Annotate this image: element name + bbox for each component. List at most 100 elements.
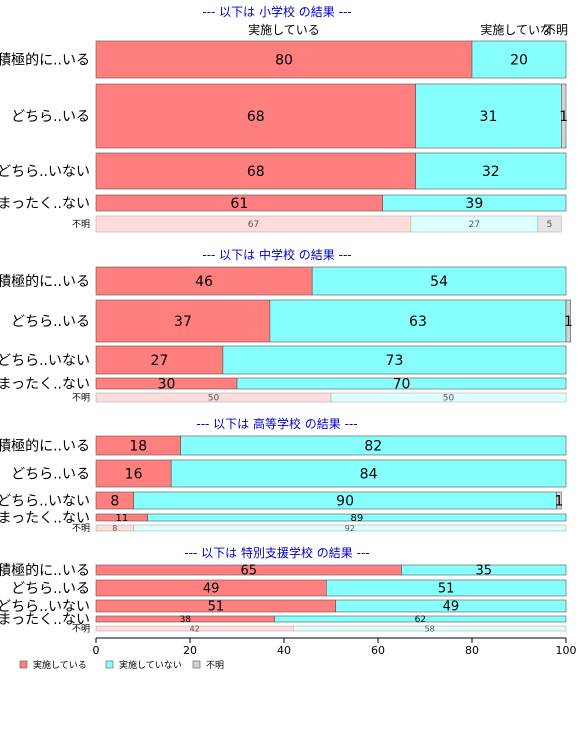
row-label: 積極的に..いる: [0, 439, 90, 455]
legend-swatch: [192, 660, 201, 669]
x-axis-tick-label: 60: [371, 644, 385, 657]
row-label: 不明: [72, 393, 90, 404]
bar-value-label: 5: [547, 220, 553, 230]
row-label: まったく..ない: [0, 377, 90, 393]
x-axis-tick-label: 20: [183, 644, 197, 657]
bar-value-label: 32: [482, 164, 500, 180]
column-header: 実施していな..: [480, 22, 559, 37]
bar-segment: [471, 40, 567, 79]
bar-segment: [560, 83, 567, 149]
bar-segment: [269, 299, 567, 343]
bar-value-label: 82: [364, 439, 382, 455]
bar-segment: [330, 392, 567, 403]
bar-segment: [415, 83, 562, 149]
bar-value-label: 30: [158, 377, 176, 393]
bar-value-label: 11: [115, 513, 128, 524]
bar-segment: [95, 299, 271, 343]
bar-value-label: 39: [465, 196, 483, 212]
bar-value-label: 8: [110, 494, 119, 510]
bar-value-label: 42: [190, 624, 200, 633]
bar-value-label: 58: [425, 624, 435, 633]
panel-title: --- 以下は 小学校 の結果 ---: [202, 4, 351, 19]
legend-label: 実施している: [33, 659, 87, 671]
bar-value-label: 50: [443, 394, 455, 404]
bar-segment: [180, 435, 567, 456]
bar-segment: [382, 194, 567, 212]
bar-value-label: 51: [438, 582, 455, 597]
bar-segment: [95, 266, 313, 296]
bar-segment: [170, 459, 567, 488]
bar-value-label: 62: [415, 615, 426, 625]
bar-segment: [274, 615, 567, 623]
bar-segment: [556, 491, 562, 510]
bar-segment: [335, 599, 567, 613]
bar-value-label: 90: [336, 494, 354, 510]
row-label: どちら..いない: [0, 164, 90, 180]
row-label: どちら..いない: [0, 494, 90, 510]
x-axis-tick-label: 80: [465, 644, 479, 657]
row-label: 不明: [72, 624, 90, 635]
legend-swatch: [19, 660, 28, 669]
bar-value-label: 68: [247, 109, 265, 125]
bar-value-label: 8: [112, 524, 117, 533]
bar-value-label: 1: [554, 494, 563, 510]
row-label: どちら..いない: [0, 599, 90, 615]
bar-value-label: 27: [151, 353, 169, 369]
bar-segment: [95, 459, 172, 488]
bar-value-label: 16: [125, 467, 143, 483]
bar-segment: [293, 625, 567, 632]
legend-label: 不明: [206, 660, 224, 671]
legend-swatch: [105, 660, 114, 669]
bar-value-label: 54: [430, 274, 448, 290]
bar-value-label: 50: [208, 394, 220, 404]
bar-segment: [401, 564, 567, 576]
bar-value-label: 65: [240, 564, 257, 579]
row-label: まったく..ない: [0, 612, 90, 628]
bar-value-label: 73: [386, 353, 404, 369]
column-header: 実施している: [248, 22, 320, 37]
row-label: どちら..いる: [11, 314, 90, 330]
row-label: どちら..いない: [0, 353, 90, 369]
bar-value-label: 1: [564, 314, 573, 330]
bar-segment: [236, 377, 567, 390]
bar-segment: [147, 513, 567, 522]
bar-segment: [415, 152, 567, 190]
row-label: 不明: [72, 523, 90, 534]
bar-segment: [325, 579, 567, 597]
bar-value-label: 1: [559, 109, 568, 125]
row-label: どちら..いる: [11, 467, 90, 483]
panel-title: --- 以下は 高等学校 の結果 ---: [196, 416, 357, 431]
bar-value-label: 20: [510, 53, 528, 69]
bar-segment: [133, 524, 567, 532]
bar-segment: [311, 266, 567, 296]
bar-value-label: 84: [360, 467, 378, 483]
row-label: どちら..いる: [11, 581, 90, 597]
panel-title: --- 以下は 特別支援学校 の結果 ---: [184, 545, 369, 560]
bar-value-label: 46: [195, 274, 213, 290]
bar-value-label: 92: [345, 524, 355, 533]
row-label: 積極的に..いる: [0, 53, 90, 69]
row-label: 不明: [72, 219, 90, 230]
bar-value-label: 68: [247, 164, 265, 180]
bar-segment: [537, 215, 562, 233]
x-axis-tick-label: 100: [556, 644, 577, 657]
x-axis-tick-label: 40: [277, 644, 291, 657]
bar-value-label: 51: [208, 600, 225, 615]
bar-segment: [222, 345, 567, 375]
bar-segment: [95, 345, 224, 375]
bar-value-label: 38: [180, 615, 192, 625]
row-label: まったく..ない: [0, 196, 90, 212]
bar-value-label: 31: [480, 109, 498, 125]
row-label: 積極的に..いる: [0, 563, 90, 579]
bar-value-label: 67: [248, 220, 259, 230]
bar-value-label: 35: [475, 564, 492, 579]
bar-value-label: 61: [230, 196, 248, 212]
bar-value-label: 49: [443, 600, 460, 615]
column-header: 不明: [544, 23, 568, 37]
bar-value-label: 80: [275, 53, 293, 69]
bar-segment: [95, 152, 416, 190]
bar-value-label: 49: [203, 582, 220, 597]
row-label: 積極的に..いる: [0, 274, 90, 290]
legend-label: 実施していない: [119, 659, 182, 671]
